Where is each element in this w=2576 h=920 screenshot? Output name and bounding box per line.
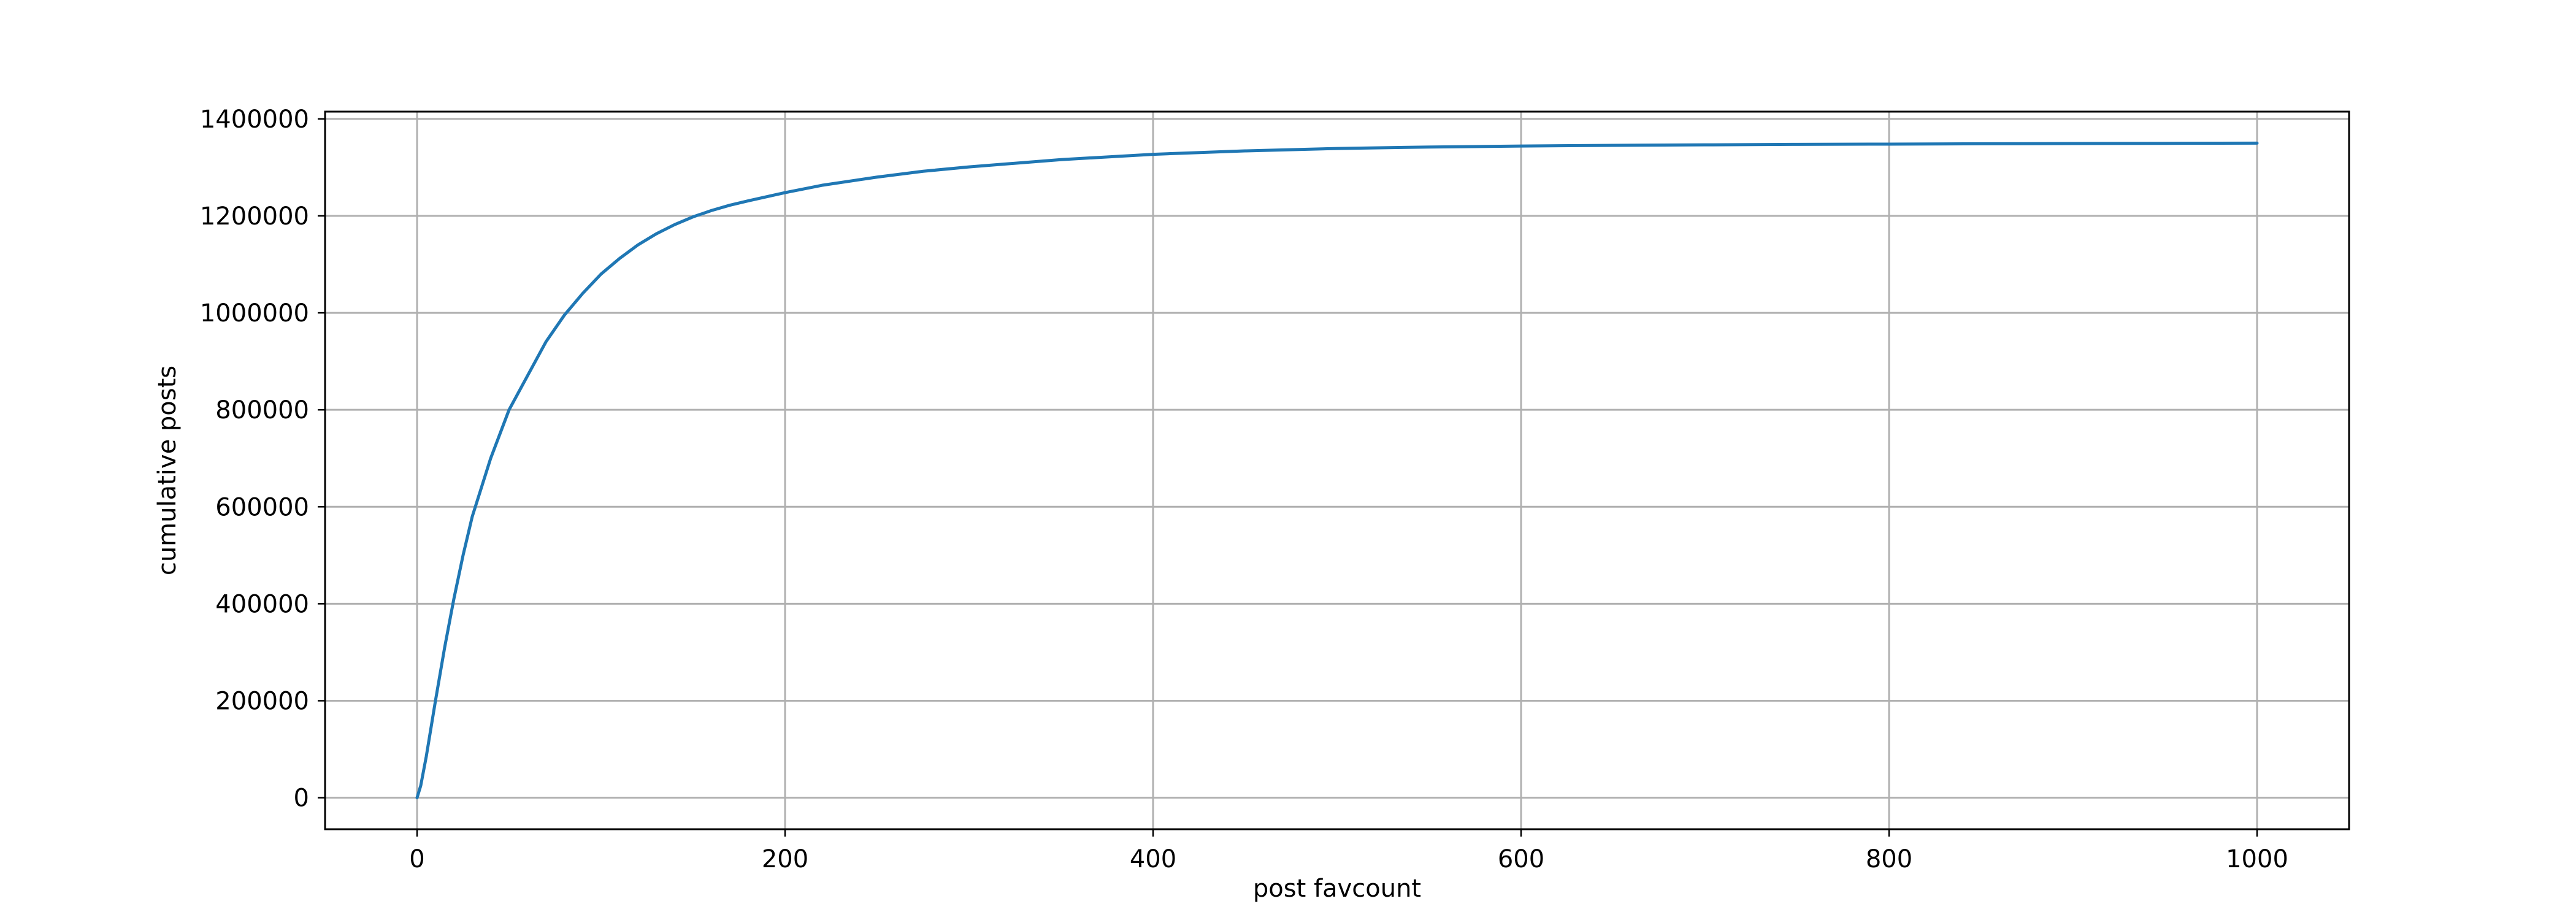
x-tick-label: 1000 <box>2226 845 2288 873</box>
ticks: 0 200 400 600 800 1000 0 200000 400000 600000 8000… <box>200 105 2288 873</box>
series-line <box>415 141 2259 800</box>
y-tick-label: 1000000 <box>200 299 309 328</box>
series-layer <box>415 141 2259 800</box>
y-tick-label: 1200000 <box>200 202 309 231</box>
x-tick-label: 0 <box>409 845 424 873</box>
y-tick-label: 1400000 <box>200 105 309 134</box>
x-tick-label: 400 <box>1130 845 1176 873</box>
y-tick-label: 400000 <box>215 590 309 618</box>
y-tick-label: 0 <box>294 784 309 813</box>
x-axis-label: post favcount <box>1253 875 1421 903</box>
grid <box>325 112 2349 829</box>
x-tick-label: 200 <box>762 845 808 873</box>
y-tick-label: 600000 <box>215 493 309 521</box>
y-axis-label: cumulative posts <box>153 366 182 575</box>
x-tick-label: 600 <box>1498 845 1544 873</box>
plot-frame <box>324 110 2350 830</box>
y-tick-label: 200000 <box>215 688 309 716</box>
x-tick-label: 800 <box>1866 845 1912 873</box>
y-tick-label: 800000 <box>215 396 309 424</box>
